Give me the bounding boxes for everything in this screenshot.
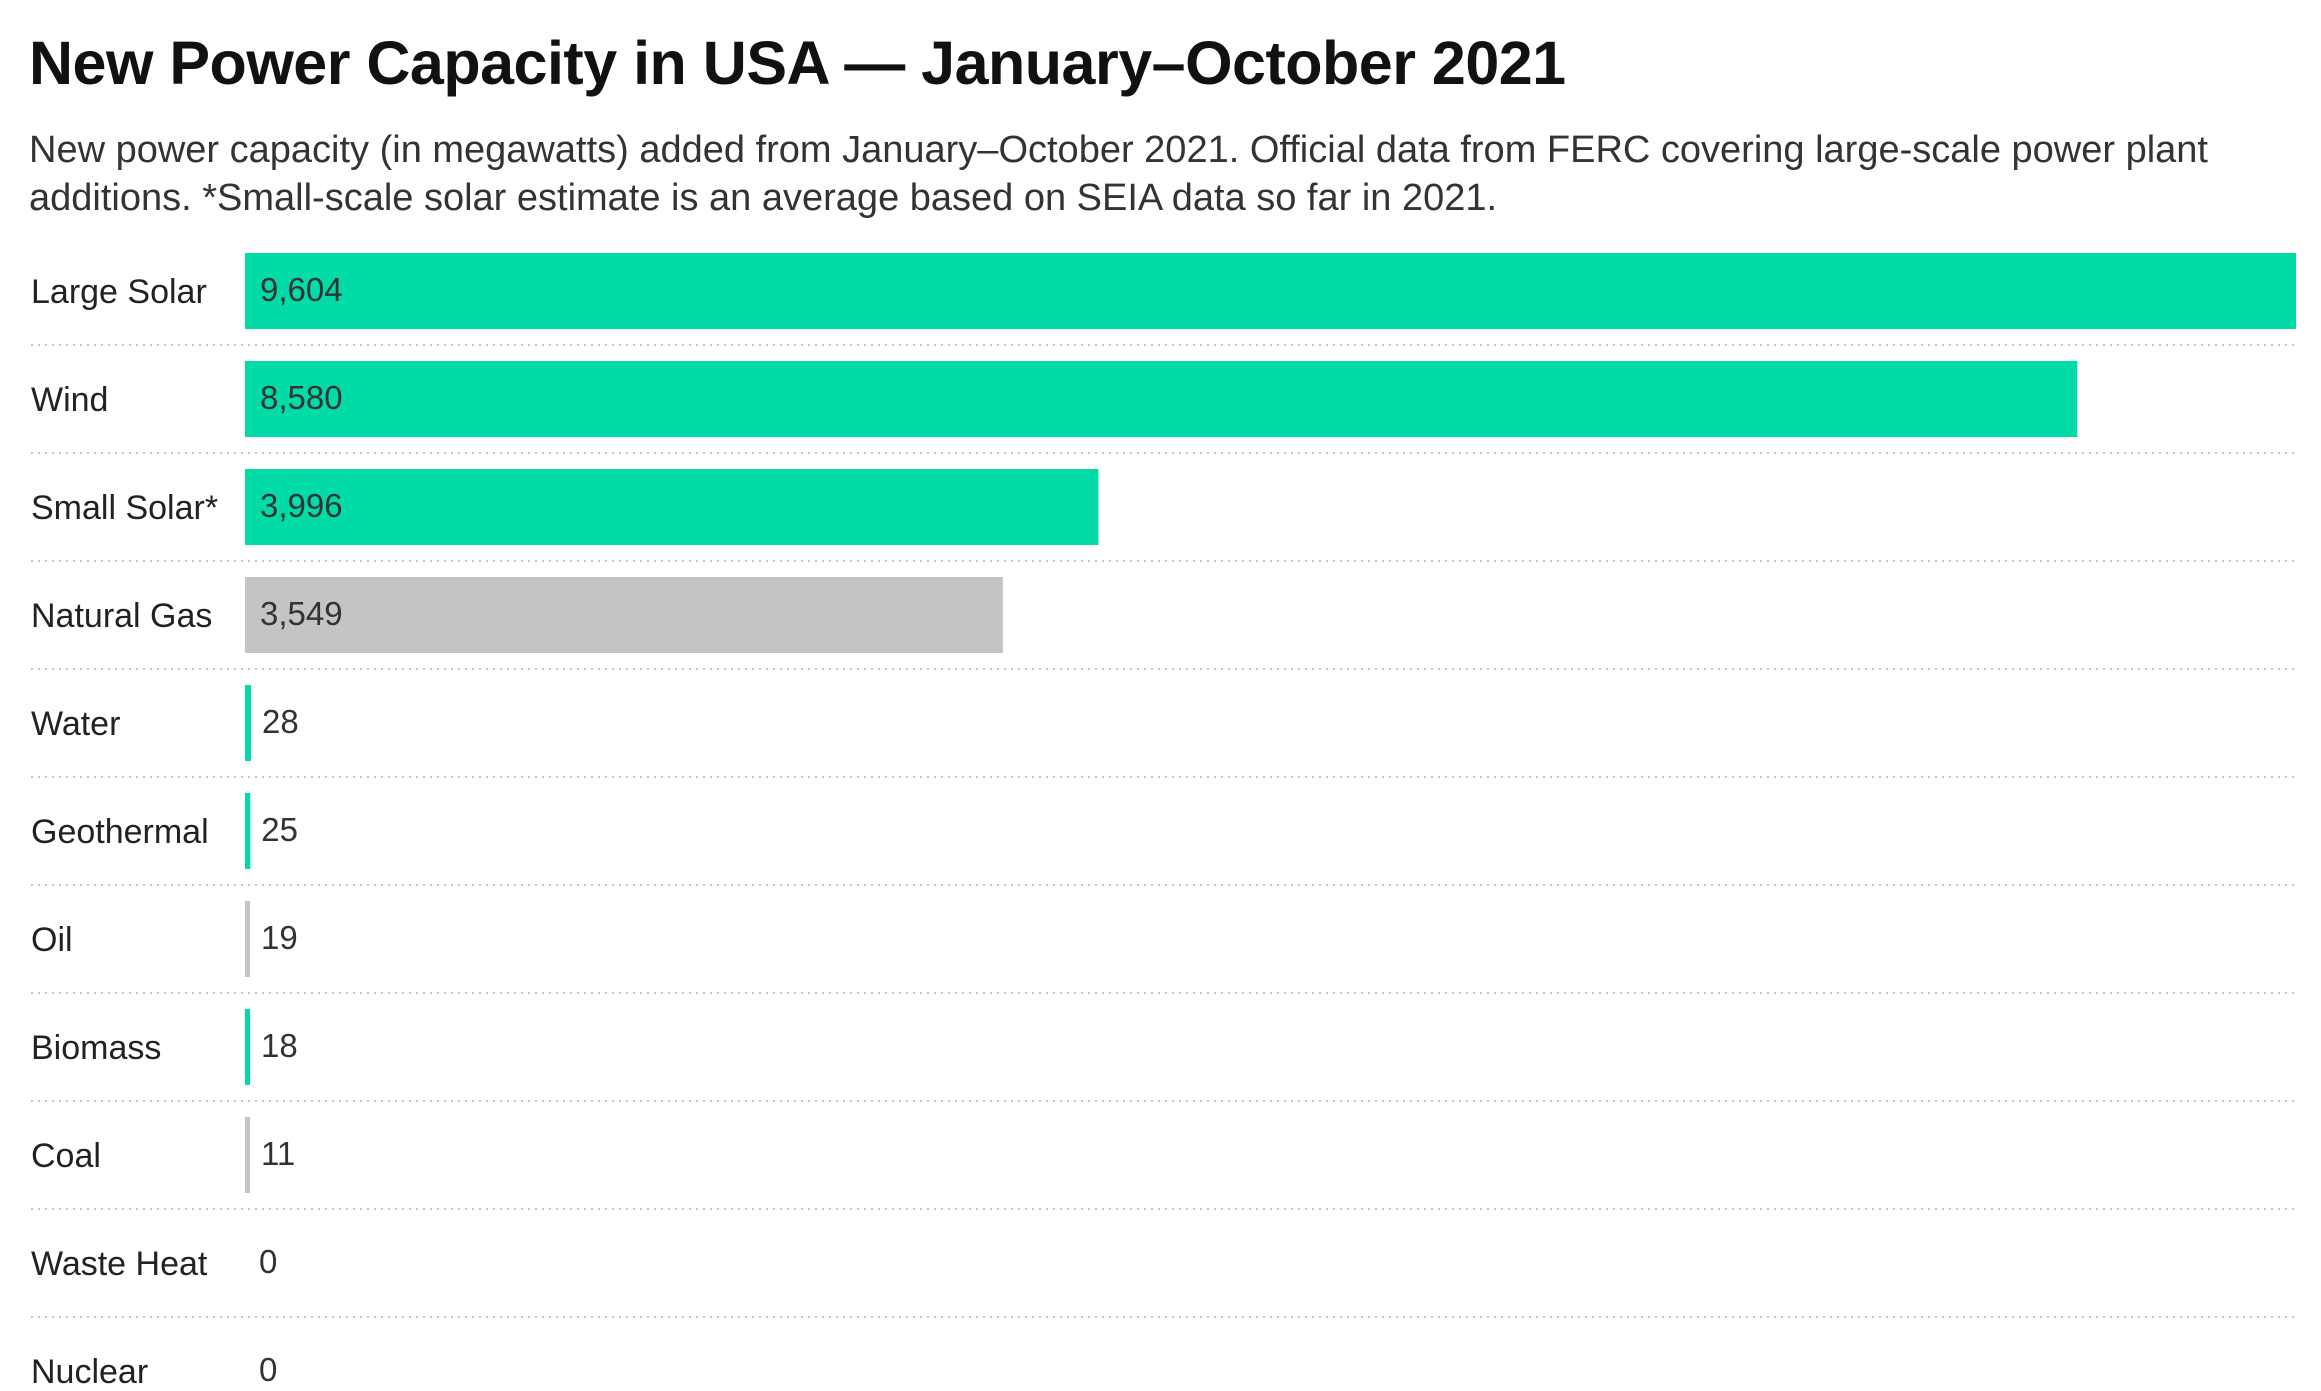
bar-coal	[245, 1117, 250, 1193]
bar-small-solar	[245, 469, 1099, 545]
value-label-biomass: 18	[261, 1027, 298, 1064]
chart-subtitle: New power capacity (in megawatts) added …	[29, 129, 2208, 219]
bar-biomass	[245, 1009, 250, 1085]
category-label-small-solar: Small Solar*	[31, 489, 218, 527]
value-label-coal: 11	[261, 1135, 295, 1172]
chart-title: New Power Capacity in USA — January–Octo…	[29, 29, 1566, 97]
bar-water	[245, 685, 251, 761]
category-label-large-solar: Large Solar	[31, 273, 207, 311]
category-label-geothermal: Geothermal	[31, 813, 209, 851]
category-label-oil: Oil	[31, 921, 73, 959]
category-label-waste-heat: Waste Heat	[31, 1245, 208, 1283]
value-label-waste-heat: 0	[259, 1243, 277, 1280]
category-label-water: Water	[31, 705, 120, 743]
category-label-biomass: Biomass	[31, 1029, 161, 1067]
value-label-water: 28	[262, 703, 299, 740]
bar-wind	[245, 361, 2078, 437]
category-label-coal: Coal	[31, 1137, 101, 1175]
value-label-small-solar: 3,996	[260, 487, 343, 524]
value-label-geothermal: 25	[261, 811, 298, 848]
plot-area: Large Solar 9,604 Wind 8,580 Small Solar* 3,9…	[31, 253, 2296, 1391]
value-label-large-solar: 9,604	[260, 271, 343, 308]
value-label-nuclear: 0	[259, 1351, 277, 1388]
value-label-wind: 8,580	[260, 379, 343, 416]
category-label-natural-gas: Natural Gas	[31, 597, 212, 635]
bar-geothermal	[245, 793, 251, 869]
bar-natural-gas	[245, 577, 1003, 653]
category-label-wind: Wind	[31, 381, 108, 419]
value-label-natural-gas: 3,549	[260, 595, 343, 632]
bar-large-solar	[245, 253, 2296, 329]
category-label-nuclear: Nuclear	[31, 1353, 148, 1391]
value-label-oil: 19	[261, 919, 298, 956]
bar-oil	[245, 901, 250, 977]
